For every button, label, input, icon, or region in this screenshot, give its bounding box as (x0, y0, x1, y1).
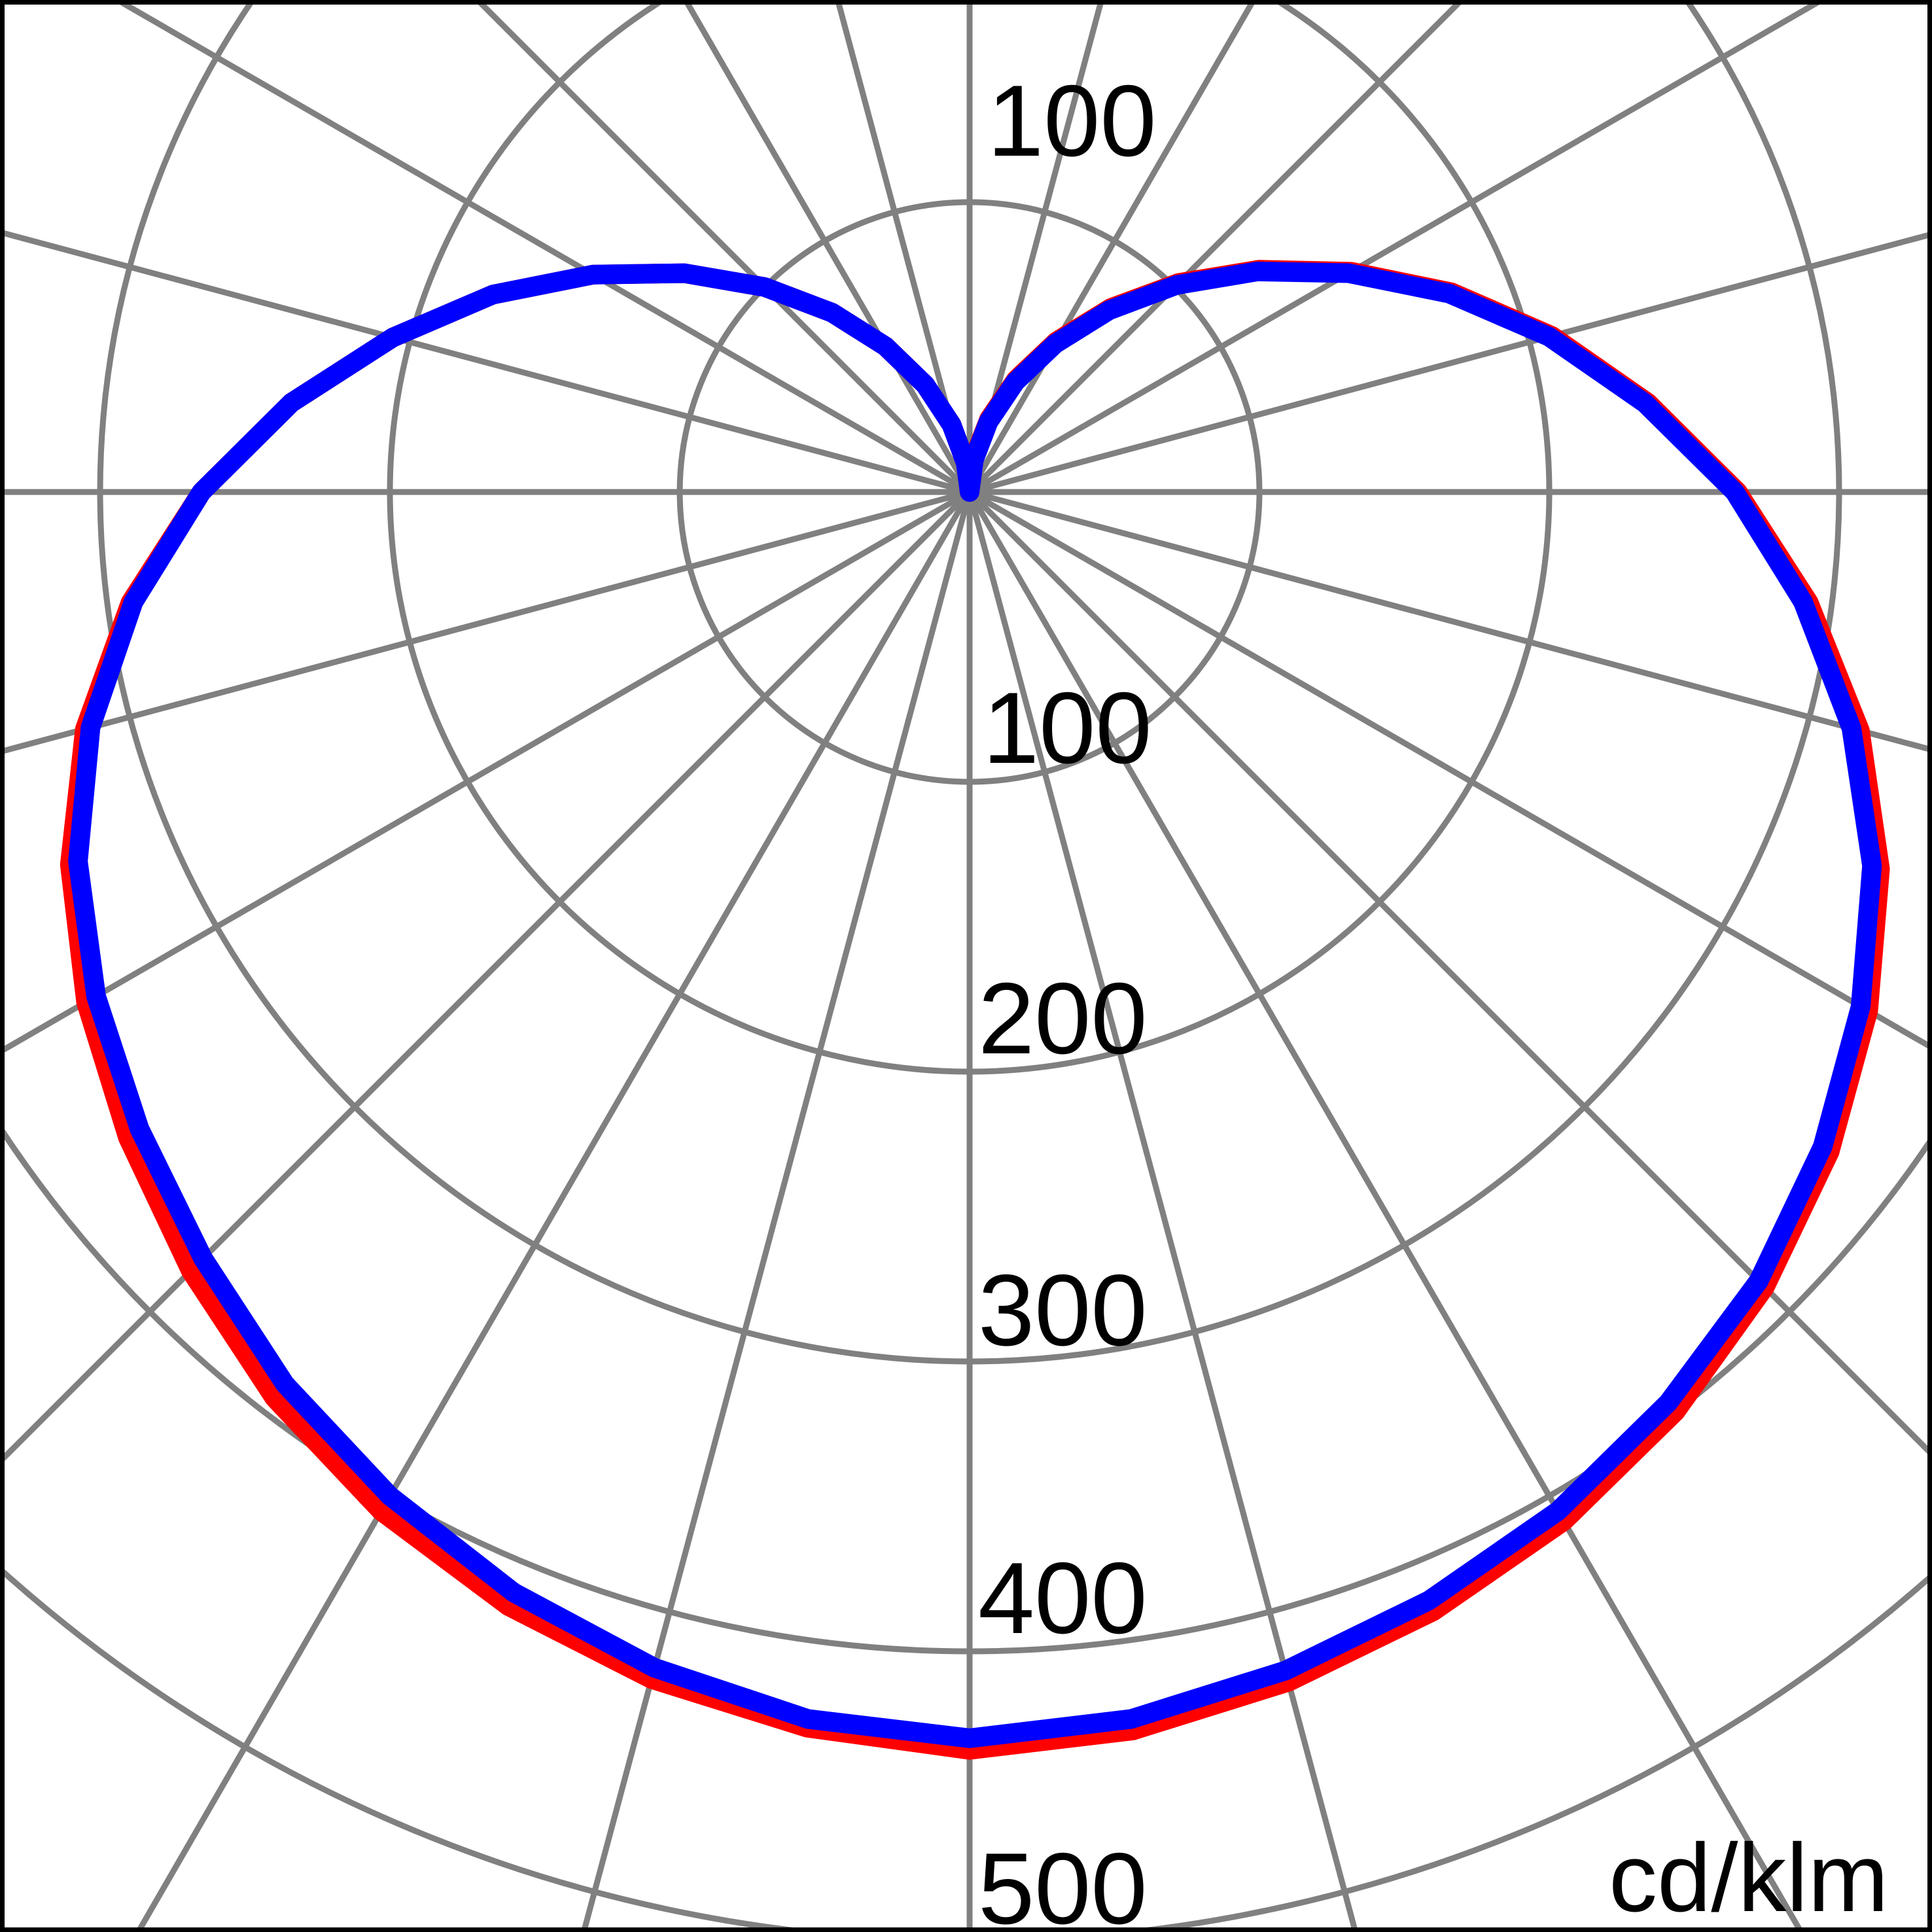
polar-plot-canvas (5, 5, 1927, 1927)
polar-grid (5, 5, 1927, 1927)
unit-label-cd-per-klm: cd/klm (1609, 1824, 1889, 1932)
radial-tick-label-200: 200 (978, 962, 1148, 1075)
radial-tick-label-500: 500 (978, 1832, 1148, 1932)
radial-tick-label-400: 400 (978, 1541, 1148, 1655)
radial-tick-label-300: 300 (978, 1254, 1148, 1367)
top-tick-label-100: 100 (987, 64, 1157, 177)
intensity-curves (60, 260, 1890, 1760)
radial-tick-label-100: 100 (983, 671, 1152, 784)
